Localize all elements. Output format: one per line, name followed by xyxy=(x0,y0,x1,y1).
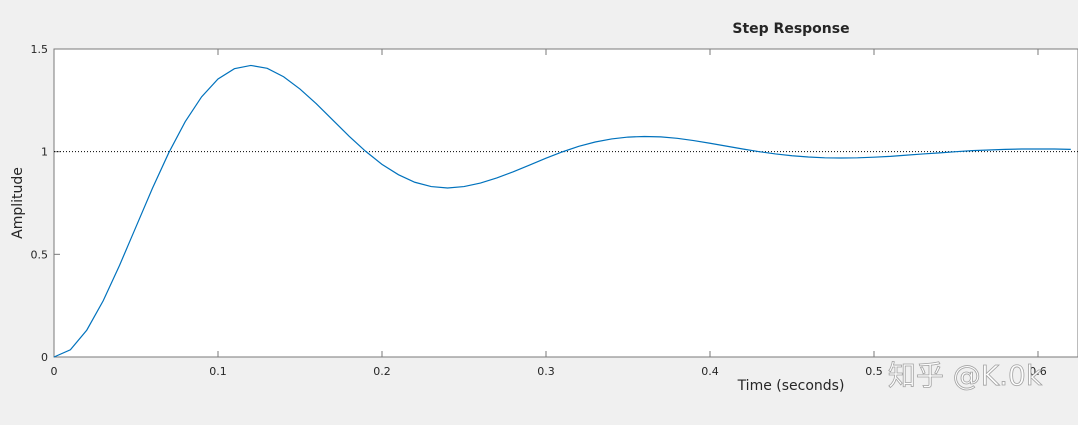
plot-area xyxy=(54,49,1078,357)
x-tick-label: 0.5 xyxy=(865,365,883,378)
watermark: 知乎 @K.0k xyxy=(888,359,1043,392)
y-tick-label: 0 xyxy=(41,351,48,364)
axes-box xyxy=(53,48,1078,358)
x-tick-label: 0.2 xyxy=(373,365,391,378)
x-tick-label: 0.4 xyxy=(701,365,719,378)
x-tick-label: 0.3 xyxy=(537,365,555,378)
y-tick-label: 0.5 xyxy=(31,248,49,261)
y-tick-label: 1 xyxy=(41,146,48,159)
y-tick-label: 1.5 xyxy=(31,43,49,56)
chart-title: Step Response xyxy=(732,21,849,37)
x-tick-label: 0.1 xyxy=(209,365,227,378)
x-axis-label: Time (seconds) xyxy=(737,378,845,394)
x-tick-label: 0.6 xyxy=(1029,365,1047,378)
x-tick-label: 0 xyxy=(51,365,58,378)
step-response-line xyxy=(53,64,1071,358)
y-axis-label: Amplitude xyxy=(10,167,26,239)
